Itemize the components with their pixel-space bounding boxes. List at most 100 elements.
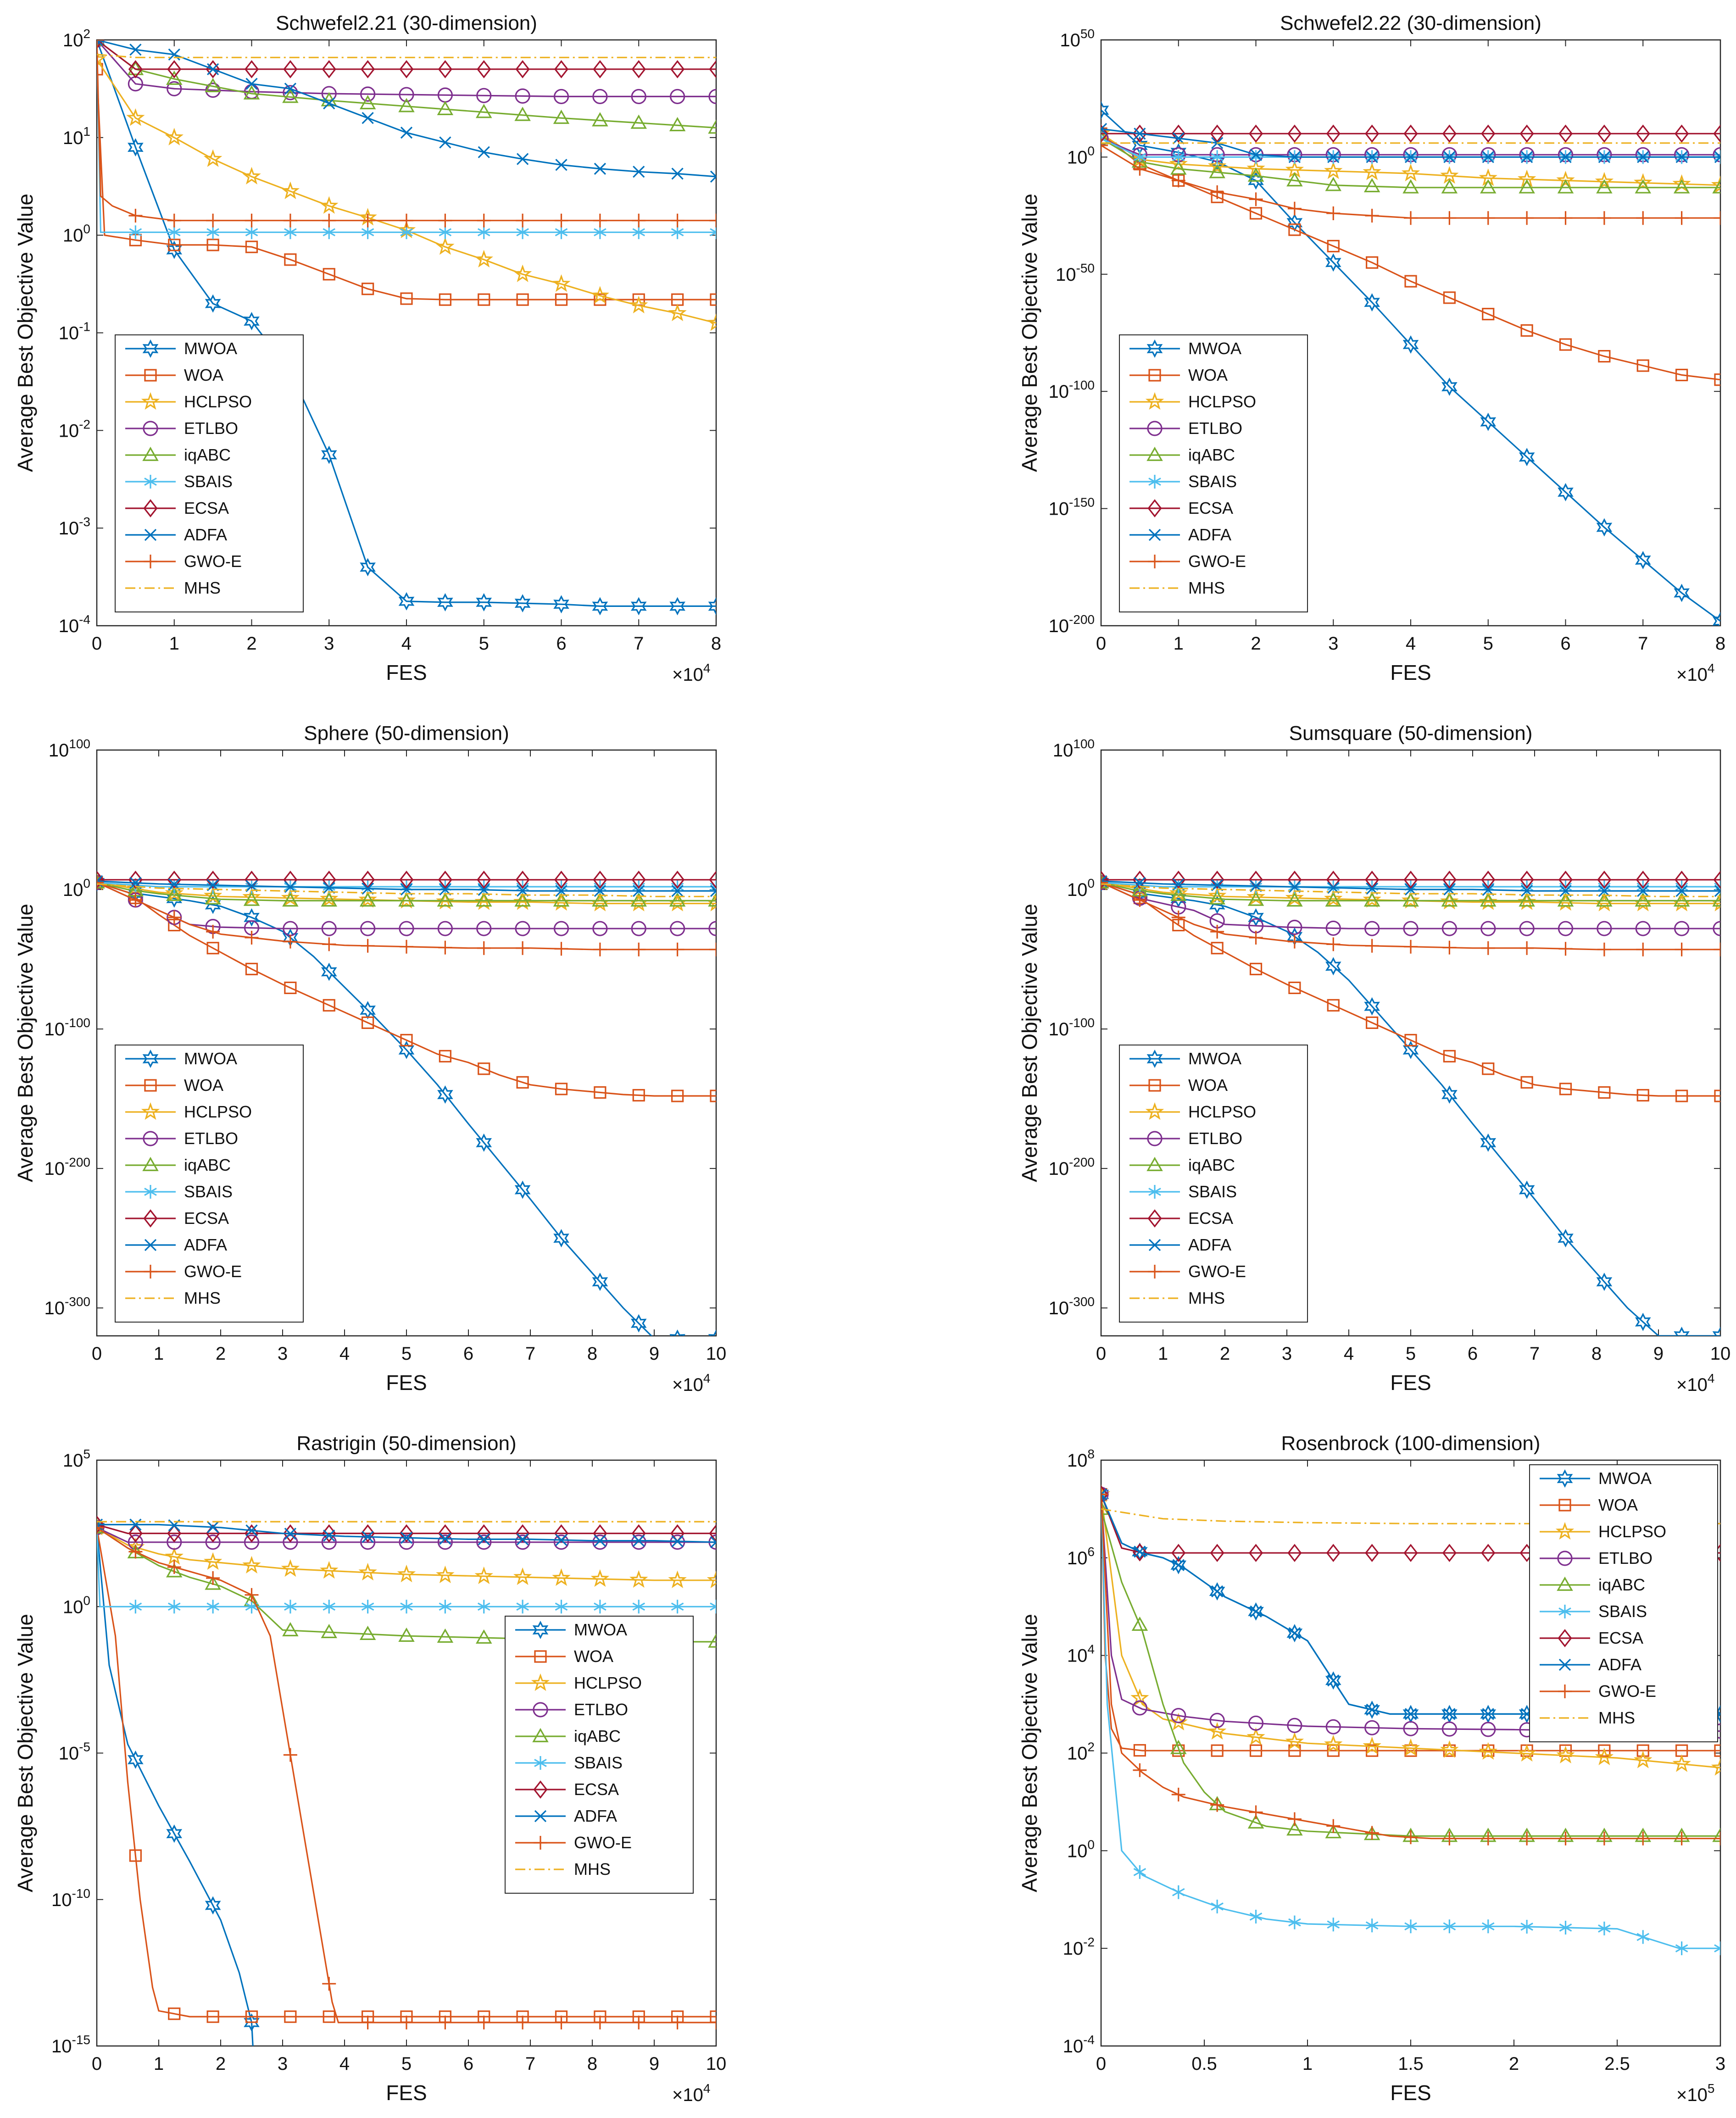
marker-ecsa [1132,124,1147,143]
marker-iqabc [1557,892,1574,907]
marker-mwoa [1441,377,1458,396]
marker-gwo-e [167,213,181,228]
legend-marker-gwo-e [1558,1684,1572,1698]
marker-etlbo [360,1534,376,1550]
marker-iqabc [1325,1824,1342,1839]
y-tick-label: 10-50 [1056,261,1095,285]
y-tick-label: 1050 [1060,27,1095,50]
legend-entry-iqabc: iqABC [184,445,231,464]
marker-mwoa [476,593,492,611]
marker-woa [1404,1744,1417,1757]
marker-sbais [1365,1918,1379,1933]
legend-marker-ecsa [1558,1629,1572,1647]
marker-woa [1366,1744,1379,1757]
marker-adfa [1443,151,1456,163]
marker-mwoa [514,594,531,613]
marker-etlbo [321,921,337,936]
marker-iqabc [97,1519,105,1534]
y-axis-label: Average Best Objective Value [13,1614,37,1892]
marker-adfa [710,884,716,897]
y-tick-label: 10-100 [44,1016,90,1040]
marker-mwoa [244,311,260,330]
marker-gwo-e [1133,161,1147,176]
marker-adfa [1172,1559,1185,1571]
legend-entry-mwoa: MWOA [184,1049,237,1068]
marker-adfa [323,97,335,110]
marker-ecsa [1597,870,1612,889]
legend-entry-ecsa: ECSA [184,499,229,517]
marker-gwo-e [322,1977,336,1991]
marker-adfa [1172,132,1185,145]
marker-mwoa [1519,448,1535,467]
legend-marker-mwoa [142,1050,159,1068]
marker-hclpso [436,1565,455,1584]
marker-mwoa [553,595,569,614]
legend-marker-sbais [144,475,157,489]
marker-gwo-e [1481,1831,1495,1846]
legend-marker-adfa [1148,528,1161,541]
legend-entry-etlbo: ETLBO [1188,1129,1242,1148]
series-line-mhs [97,54,716,58]
marker-gwo-e [709,2015,716,2029]
marker-hclpso [358,890,377,908]
marker-mwoa [1558,483,1574,501]
marker-iqabc [1402,892,1419,907]
marker-sbais [1481,1919,1495,1934]
marker-ecsa [283,1524,298,1543]
series-line-iqabc [97,882,716,901]
marker-mwoa [1209,895,1225,914]
marker-gwo-e [283,213,297,228]
marker-etlbo [553,89,569,105]
marker-mwoa [592,1273,608,1291]
series-line-sbais [1101,1494,1720,1949]
marker-iqabc [1247,891,1264,906]
marker-gwo-e [1442,940,1457,955]
marker-iqabc [708,1633,716,1648]
marker-adfa [710,170,716,183]
y-tick-label: 10100 [1053,737,1095,761]
marker-adfa [1443,1708,1456,1720]
marker-hclpso [1556,171,1575,189]
marker-hclpso [629,295,648,314]
y-tick-label: 10-4 [1063,2033,1095,2057]
marker-ecsa [1675,124,1689,143]
marker-hclpso [1517,1744,1536,1762]
marker-adfa [1637,884,1649,897]
marker-sbais [129,1600,142,1614]
x-tick-label: 4 [339,2054,350,2074]
marker-mwoa [205,895,221,914]
marker-ecsa [322,60,336,78]
marker-woa [129,1849,142,1862]
marker-hclpso [1401,891,1420,909]
legend-entry-woa: WOA [1598,1495,1638,1514]
marker-ecsa [554,1524,569,1543]
marker-hclpso [668,303,687,322]
legend-entry-mhs: MHS [184,1289,221,1307]
marker-gwo-e [1210,1798,1224,1812]
x-tick-label: 2 [246,634,256,654]
marker-gwo-e [1287,1812,1302,1826]
x-multiplier: ×104 [672,1371,710,1395]
y-tick-label: 10-1 [59,320,90,344]
legend-marker-gwo-e [534,1836,547,1850]
marker-hclpso [707,1570,716,1588]
marker-woa [1520,324,1533,337]
x-tick-label: 8 [587,1344,597,1364]
marker-iqabc [398,892,415,907]
marker-sbais [1443,1919,1456,1934]
marker-etlbo [670,89,685,105]
legend-entry-hclpso: HCLPSO [1188,1102,1256,1121]
marker-ecsa [1636,124,1650,143]
legend-marker-sbais [144,1185,157,1199]
marker-adfa [400,1532,413,1544]
series-line-gwo-e [97,882,716,951]
marker-hclpso [436,237,455,255]
y-tick-label: 10100 [49,737,90,761]
marker-woa [168,2007,181,2020]
marker-woa [323,999,335,1012]
x-multiplier: ×104 [1676,1371,1714,1395]
legend-entry-mwoa: MWOA [574,1620,627,1639]
marker-gwo-e [1404,939,1418,954]
x-tick-label: 3 [278,2054,288,2074]
